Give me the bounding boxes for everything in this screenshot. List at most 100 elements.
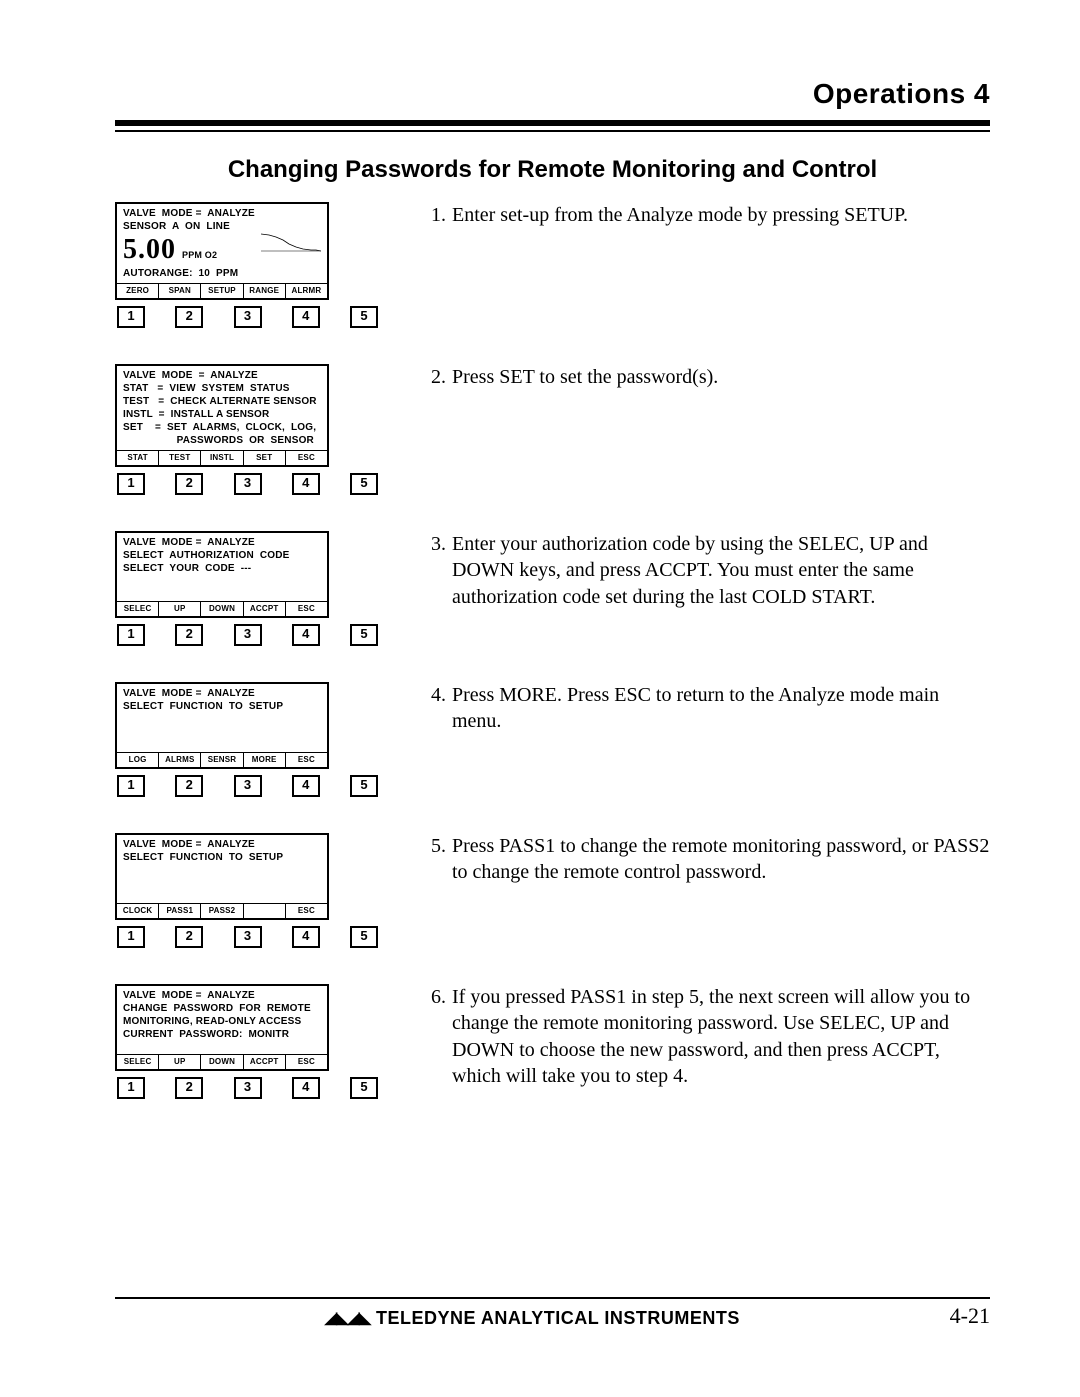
- hard-button-3[interactable]: 3: [234, 926, 262, 948]
- teledyne-logo-icon: ◢◣◢◣: [325, 1308, 370, 1328]
- softkey[interactable]: ALRMS: [159, 753, 201, 767]
- softkey[interactable]: CLOCK: [117, 904, 159, 918]
- softkey[interactable]: DOWN: [201, 602, 243, 616]
- page: Operations 4 Changing Passwords for Remo…: [0, 0, 1080, 1397]
- hard-button-4[interactable]: 4: [292, 1077, 320, 1099]
- hard-button-3[interactable]: 3: [234, 1077, 262, 1099]
- step-2: 2. Press SET to set the password(s).: [420, 364, 990, 390]
- lcd-setup-menu: VALVE MODE = ANALYZE STAT = VIEW SYSTEM …: [115, 364, 329, 467]
- softkey[interactable]: LOG: [117, 753, 159, 767]
- step-number: 2.: [420, 364, 452, 390]
- softkey[interactable]: SELEC: [117, 602, 159, 616]
- softkey[interactable]: SET: [244, 451, 286, 465]
- hard-button-5[interactable]: 5: [350, 926, 378, 948]
- hard-button-3[interactable]: 3: [234, 473, 262, 495]
- softkey[interactable]: PASS1: [159, 904, 201, 918]
- hard-button-5[interactable]: 5: [350, 306, 378, 328]
- lcd-func-setup-1: VALVE MODE = ANALYZE SELECT FUNCTION TO …: [115, 682, 329, 769]
- step-1: 1. Enter set-up from the Analyze mode by…: [420, 202, 990, 228]
- hard-button-4[interactable]: 4: [292, 306, 320, 328]
- hard-button-row: 1 2 3 4 5: [115, 473, 380, 495]
- step-text: Press MORE. Press ESC to return to the A…: [452, 682, 990, 735]
- hard-button-3[interactable]: 3: [234, 624, 262, 646]
- hard-button-2[interactable]: 2: [175, 624, 203, 646]
- softkey[interactable]: ESC: [286, 602, 327, 616]
- hard-button-1[interactable]: 1: [117, 926, 145, 948]
- footer-brand: TELEDYNE ANALYTICAL INSTRUMENTS: [376, 1308, 740, 1329]
- softkey[interactable]: ACCPT: [244, 602, 286, 616]
- softkey[interactable]: INSTL: [201, 451, 243, 465]
- softkey[interactable]: ACCPT: [244, 1055, 286, 1069]
- hard-button-2[interactable]: 2: [175, 1077, 203, 1099]
- trend-sparkline-icon: [261, 232, 321, 252]
- lcd-line: TEST = CHECK ALTERNATE SENSOR: [123, 396, 321, 407]
- softkey[interactable]: SPAN: [159, 284, 201, 298]
- softkey-row: CLOCK PASS1 PASS2 ESC: [117, 903, 327, 918]
- lcd-line: CURRENT PASSWORD: MONITR: [123, 1029, 321, 1040]
- lcd-line: SELECT FUNCTION TO SETUP: [123, 852, 321, 863]
- hard-button-4[interactable]: 4: [292, 926, 320, 948]
- softkey[interactable]: [244, 904, 286, 918]
- softkey-row: ZERO SPAN SETUP RANGE ALRMR: [117, 283, 327, 298]
- lcd-line: VALVE MODE = ANALYZE: [123, 370, 321, 381]
- hard-button-2[interactable]: 2: [175, 473, 203, 495]
- softkey[interactable]: ZERO: [117, 284, 159, 298]
- hard-button-1[interactable]: 1: [117, 1077, 145, 1099]
- step-number: 5.: [420, 833, 452, 886]
- softkey[interactable]: SETUP: [201, 284, 243, 298]
- softkey[interactable]: PASS2: [201, 904, 243, 918]
- hard-button-4[interactable]: 4: [292, 473, 320, 495]
- hard-button-4[interactable]: 4: [292, 624, 320, 646]
- softkey[interactable]: ALRMR: [286, 284, 327, 298]
- lcd-line: SET = SET ALARMS, CLOCK, LOG,: [123, 422, 321, 433]
- hard-button-row: 1 2 3 4 5: [115, 775, 380, 797]
- softkey[interactable]: MORE: [244, 753, 286, 767]
- hard-button-5[interactable]: 5: [350, 473, 378, 495]
- page-footer: ◢◣◢◣ TELEDYNE ANALYTICAL INSTRUMENTS 4-2…: [115, 1297, 990, 1329]
- page-number: 4-21: [950, 1303, 990, 1329]
- lcd-line: SELECT YOUR CODE ---: [123, 563, 321, 574]
- lcd-line: VALVE MODE = ANALYZE: [123, 537, 321, 548]
- header-rule-thin: [115, 130, 990, 132]
- softkey[interactable]: SELEC: [117, 1055, 159, 1069]
- lcd-line: SELECT AUTHORIZATION CODE: [123, 550, 321, 561]
- softkey[interactable]: UP: [159, 602, 201, 616]
- softkey[interactable]: TEST: [159, 451, 201, 465]
- lcd-reading-unit: PPM O2: [182, 250, 217, 260]
- hard-button-1[interactable]: 1: [117, 775, 145, 797]
- hard-button-1[interactable]: 1: [117, 473, 145, 495]
- hard-button-2[interactable]: 2: [175, 775, 203, 797]
- lcd-line: VALVE MODE = ANALYZE: [123, 990, 321, 1001]
- hard-button-5[interactable]: 5: [350, 775, 378, 797]
- softkey-row: SELEC UP DOWN ACCPT ESC: [117, 601, 327, 616]
- softkey[interactable]: ESC: [286, 753, 327, 767]
- hard-button-row: 1 2 3 4 5: [115, 306, 380, 328]
- softkey[interactable]: ESC: [286, 451, 327, 465]
- step-row-6: VALVE MODE = ANALYZE CHANGE PASSWORD FOR…: [115, 984, 990, 1099]
- hard-button-3[interactable]: 3: [234, 306, 262, 328]
- step-row-1: VALVE MODE = ANALYZE SENSOR A ON LINE 5.…: [115, 202, 990, 328]
- step-5: 5. Press PASS1 to change the remote moni…: [420, 833, 990, 886]
- hard-button-2[interactable]: 2: [175, 926, 203, 948]
- step-text: If you pressed PASS1 in step 5, the next…: [452, 984, 990, 1090]
- hard-button-3[interactable]: 3: [234, 775, 262, 797]
- hard-button-5[interactable]: 5: [350, 624, 378, 646]
- step-3: 3. Enter your authorization code by usin…: [420, 531, 990, 610]
- step-row-5: VALVE MODE = ANALYZE SELECT FUNCTION TO …: [115, 833, 990, 948]
- step-row-4: VALVE MODE = ANALYZE SELECT FUNCTION TO …: [115, 682, 990, 797]
- softkey-row: SELEC UP DOWN ACCPT ESC: [117, 1054, 327, 1069]
- hard-button-1[interactable]: 1: [117, 624, 145, 646]
- softkey[interactable]: RANGE: [244, 284, 286, 298]
- hard-button-1[interactable]: 1: [117, 306, 145, 328]
- lcd-line: SENSOR A ON LINE: [123, 221, 321, 232]
- hard-button-5[interactable]: 5: [350, 1077, 378, 1099]
- softkey[interactable]: UP: [159, 1055, 201, 1069]
- hard-button-4[interactable]: 4: [292, 775, 320, 797]
- softkey[interactable]: DOWN: [201, 1055, 243, 1069]
- softkey[interactable]: STAT: [117, 451, 159, 465]
- lcd-line: VALVE MODE = ANALYZE: [123, 688, 321, 699]
- softkey[interactable]: ESC: [286, 1055, 327, 1069]
- softkey[interactable]: SENSR: [201, 753, 243, 767]
- softkey[interactable]: ESC: [286, 904, 327, 918]
- hard-button-2[interactable]: 2: [175, 306, 203, 328]
